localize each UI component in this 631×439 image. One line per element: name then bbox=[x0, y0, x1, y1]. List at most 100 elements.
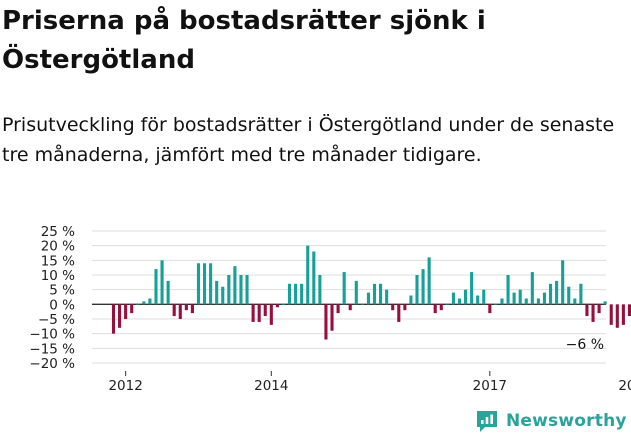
bar bbox=[391, 304, 395, 311]
y-tick-label: 0 % bbox=[49, 297, 75, 313]
x-axis-tick-labels: 201220142017201920222024 bbox=[108, 371, 631, 394]
bar bbox=[312, 251, 316, 305]
bar bbox=[148, 298, 152, 305]
bar bbox=[257, 304, 261, 322]
bar bbox=[445, 304, 449, 305]
bar bbox=[342, 272, 346, 305]
bar bbox=[269, 304, 273, 325]
x-tick-label: 2017 bbox=[473, 378, 507, 394]
y-tick-label: −15 % bbox=[29, 341, 75, 357]
bar bbox=[263, 304, 267, 317]
bar bbox=[324, 304, 328, 340]
y-tick-label: 25 % bbox=[41, 224, 75, 240]
bar bbox=[536, 298, 540, 305]
chart-title: Priserna på bostadsrätter sjönk i Österg… bbox=[2, 6, 486, 75]
newsworthy-logo-icon bbox=[477, 411, 497, 432]
bar bbox=[215, 280, 219, 305]
bar bbox=[488, 304, 492, 314]
bar bbox=[300, 283, 304, 305]
bar bbox=[221, 286, 225, 305]
bar bbox=[294, 283, 298, 305]
brand-name: Newsworthy bbox=[506, 411, 627, 431]
bar bbox=[579, 283, 583, 305]
y-tick-label: 20 % bbox=[41, 239, 75, 255]
y-tick-label: −5 % bbox=[38, 312, 75, 328]
bar bbox=[427, 257, 431, 305]
bar bbox=[142, 301, 146, 305]
bar bbox=[482, 289, 486, 305]
bar bbox=[166, 280, 170, 305]
bar bbox=[524, 298, 528, 305]
grid-lines bbox=[92, 230, 606, 364]
bar bbox=[118, 304, 122, 328]
bar bbox=[561, 260, 565, 305]
bar bbox=[530, 272, 534, 305]
bar bbox=[233, 266, 237, 305]
y-tick-label: 5 % bbox=[49, 283, 75, 299]
bar bbox=[306, 245, 310, 305]
bar bbox=[609, 304, 613, 325]
bar bbox=[190, 304, 194, 314]
bar bbox=[239, 275, 243, 305]
bar bbox=[548, 283, 553, 305]
bar bbox=[136, 304, 140, 305]
brand-footer: Newsworthy bbox=[474, 408, 627, 434]
bar bbox=[603, 301, 607, 305]
x-tick-label: 2014 bbox=[254, 378, 288, 394]
bar bbox=[111, 304, 116, 334]
bar bbox=[330, 304, 334, 331]
bar bbox=[366, 292, 370, 305]
bar bbox=[439, 304, 443, 311]
bar bbox=[160, 260, 164, 305]
bar bbox=[464, 289, 468, 305]
bar bbox=[494, 304, 498, 305]
bar bbox=[512, 292, 516, 305]
x-tick-label: 2012 bbox=[108, 378, 142, 394]
y-tick-label: 15 % bbox=[41, 253, 75, 269]
bar bbox=[354, 280, 358, 305]
bar bbox=[281, 304, 286, 305]
bar bbox=[251, 304, 255, 322]
bar bbox=[318, 275, 322, 305]
bar bbox=[385, 289, 389, 305]
bar bbox=[621, 304, 625, 325]
bar bbox=[476, 295, 480, 305]
y-tick-label: 10 % bbox=[41, 268, 75, 284]
bar bbox=[203, 263, 207, 305]
bar bbox=[500, 298, 504, 305]
bar bbox=[470, 272, 474, 305]
bar bbox=[275, 304, 279, 308]
bar bbox=[397, 304, 401, 322]
bar bbox=[506, 275, 510, 305]
bar bbox=[124, 304, 128, 319]
bar bbox=[287, 283, 292, 305]
bar bbox=[421, 269, 425, 305]
y-tick-label: −10 % bbox=[29, 327, 75, 343]
bar bbox=[227, 275, 231, 305]
bar bbox=[154, 269, 158, 305]
bar bbox=[585, 304, 589, 317]
bar bbox=[615, 304, 619, 328]
y-tick-label: −20 % bbox=[29, 356, 75, 372]
bar bbox=[196, 263, 201, 305]
bar bbox=[379, 283, 383, 305]
bar bbox=[451, 292, 455, 305]
bar bbox=[457, 298, 462, 305]
bar bbox=[130, 304, 134, 314]
bar bbox=[372, 283, 377, 305]
bar bbox=[627, 304, 631, 317]
bar bbox=[336, 304, 340, 314]
bar bbox=[518, 289, 522, 305]
bar bbox=[245, 275, 249, 305]
bar bbox=[415, 275, 419, 305]
y-axis-tick-labels: 25 %20 %15 %10 %5 %0 %−5 %−10 %−15 %−20 … bbox=[29, 224, 75, 372]
bar bbox=[555, 280, 559, 305]
bar bbox=[209, 263, 213, 305]
bar-series bbox=[111, 245, 631, 340]
x-tick-label: 2019 bbox=[618, 378, 631, 394]
bar bbox=[542, 292, 547, 305]
bar bbox=[591, 304, 595, 322]
bar bbox=[573, 298, 577, 305]
chart-subtitle: Prisutveckling för bostadsrätter i Öster… bbox=[2, 114, 615, 166]
bar bbox=[348, 304, 352, 311]
